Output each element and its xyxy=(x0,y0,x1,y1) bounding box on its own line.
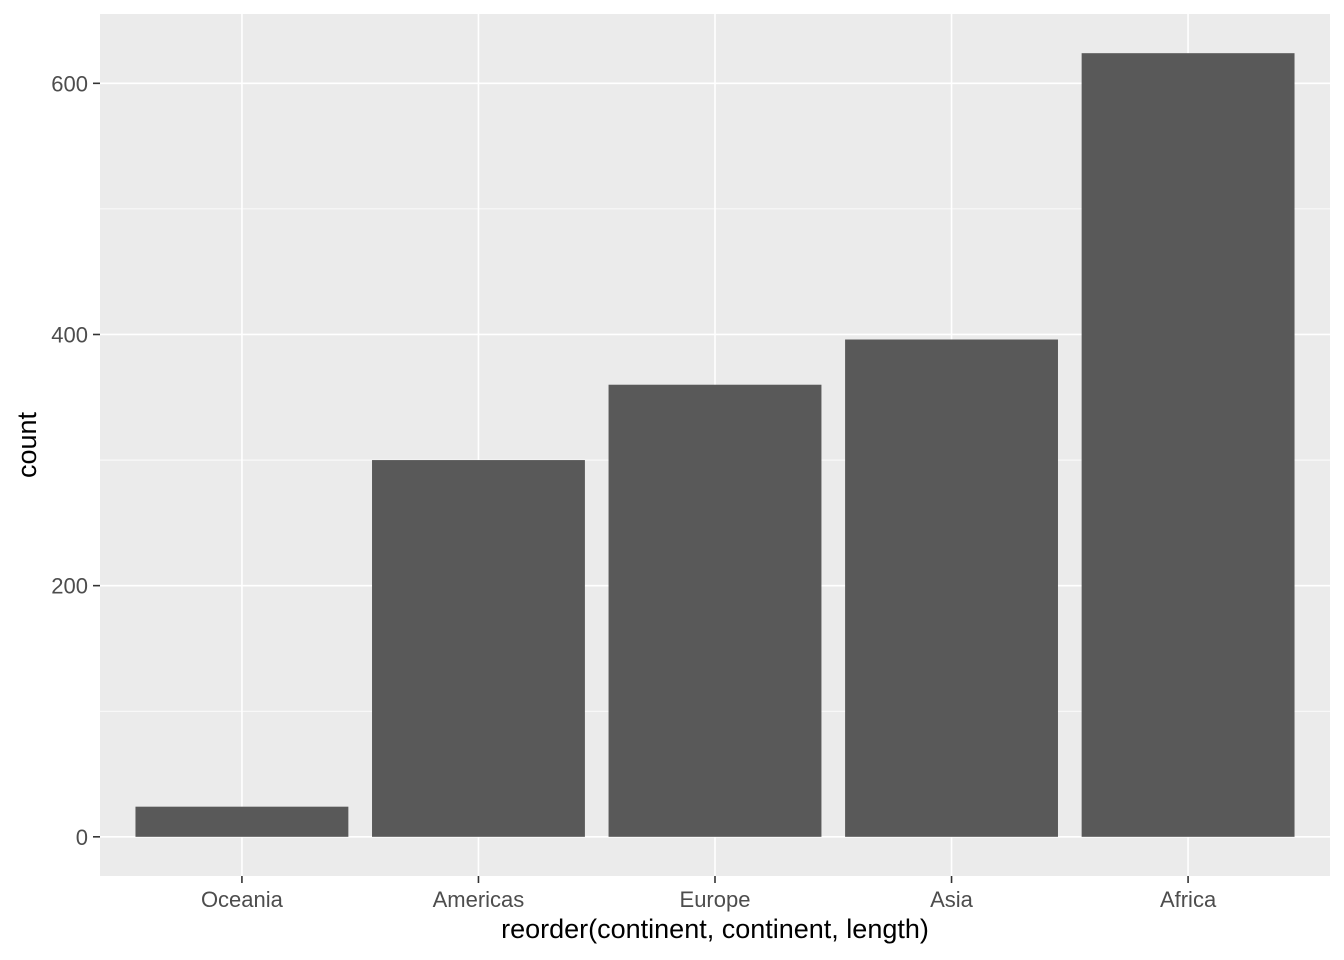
bar-europe xyxy=(608,384,822,837)
x-tick-label: Europe xyxy=(680,887,751,912)
y-axis-title: count xyxy=(12,411,42,478)
x-tick-label: Africa xyxy=(1160,887,1217,912)
bars xyxy=(135,53,1295,837)
bar-asia xyxy=(845,339,1058,837)
x-tick-label: Americas xyxy=(433,887,525,912)
bar-americas xyxy=(372,460,585,837)
y-tick-label: 0 xyxy=(76,825,88,850)
x-axis: Oceania Americas Europe Asia Africa xyxy=(201,876,1217,912)
bar-oceania xyxy=(135,806,349,837)
y-tick-label: 400 xyxy=(51,322,88,347)
x-tick-label: Oceania xyxy=(201,887,284,912)
x-axis-title: reorder(continent, continent, length) xyxy=(501,914,929,944)
y-axis: 0 200 400 600 xyxy=(51,71,100,850)
y-tick-label: 600 xyxy=(51,71,88,96)
x-tick-label: Asia xyxy=(930,887,974,912)
bar-africa xyxy=(1081,53,1295,837)
y-tick-label: 200 xyxy=(51,574,88,599)
